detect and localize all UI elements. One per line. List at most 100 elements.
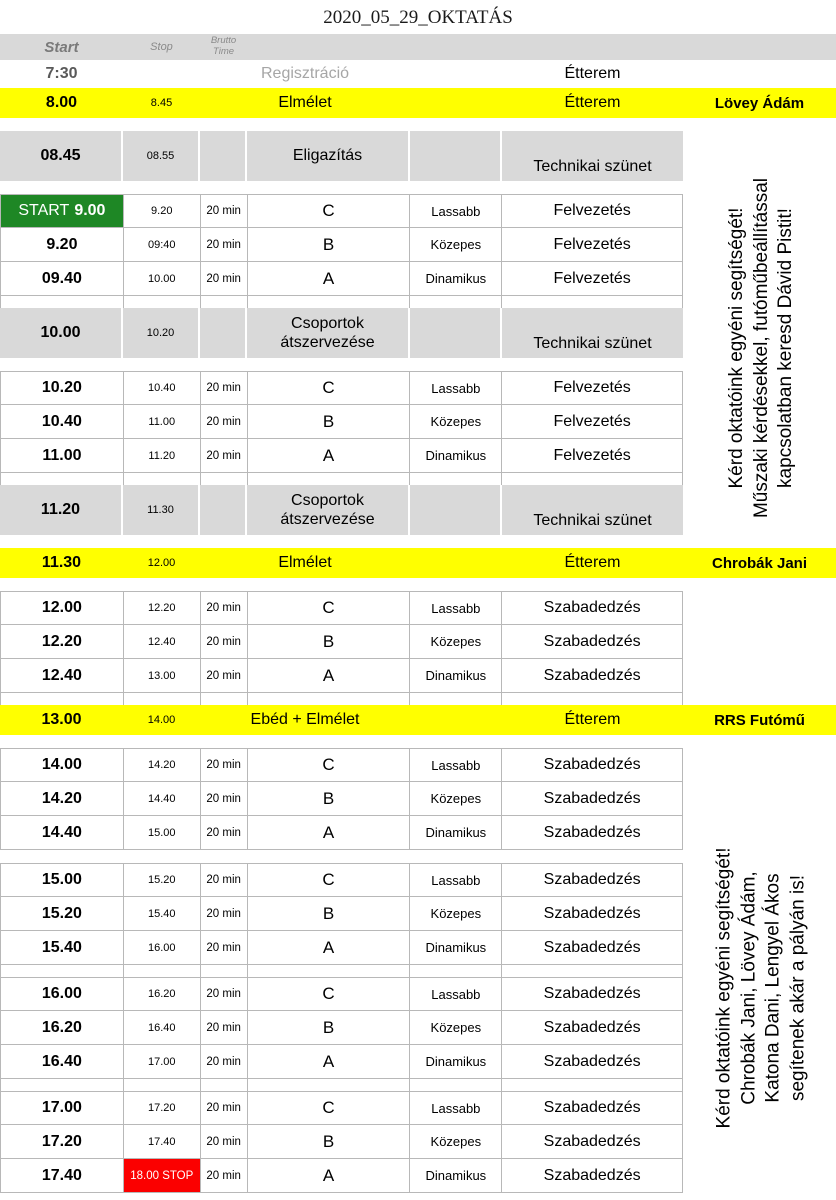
stop-time: 17.40 [123, 1125, 201, 1158]
spacer-cell [200, 965, 248, 977]
pace-cell [410, 705, 502, 735]
stop-time: 08.55 [123, 131, 200, 181]
spacer-cell [1, 965, 124, 977]
start-time-value: 9.00 [74, 202, 106, 219]
row-spacer-bordered [0, 1079, 836, 1091]
session-cells: 09.40 10.00 20 min A Dinamikus Felvezetés [0, 262, 683, 296]
pace-label: Közepes [410, 897, 503, 930]
row-spacer [0, 181, 836, 194]
group-letter: A [247, 439, 411, 472]
stop-time: 16.00 [123, 931, 201, 964]
activity-label: Regisztráció [260, 65, 350, 82]
stop-time: 9.20 [123, 195, 201, 227]
brutto-cell [200, 485, 247, 535]
session-row: 10.20 10.40 20 min C Lassabb Felvezetés [0, 371, 836, 405]
stop-time: 14.20 [123, 749, 201, 781]
stop-time [123, 60, 200, 88]
pace-label: Dinamikus [410, 1045, 503, 1078]
session-cells: 17.40 18.00 STOP 20 min A Dinamikus Szabadedz… [0, 1159, 683, 1193]
row-spacer [0, 358, 836, 371]
pace-label: Lassabb [410, 978, 503, 1010]
session-row: 9.20 09:40 20 min B Közepes Felvezetés [0, 228, 836, 262]
activity-label: Szabadedzés [502, 625, 683, 658]
start-time: 14.40 [1, 816, 124, 849]
pace-label: Közepes [410, 228, 503, 261]
schedule-table: Start Stop Brutto Time 7:30 Regisztráció Étte… [0, 34, 836, 1193]
session-cells: 16.20 16.40 20 min B Közepes Szabadedzés [0, 1011, 683, 1045]
start-time: 11.20 [0, 485, 123, 535]
brutto-time: 20 min [200, 439, 248, 472]
group-letter: C [247, 978, 411, 1010]
stop-time: 15.40 [123, 897, 201, 930]
stop-time: 16.20 [123, 978, 201, 1010]
brutto-time: 20 min [200, 864, 248, 896]
start-time: 09.40 [1, 262, 124, 295]
pace-cell [410, 88, 502, 118]
side-note-line: Műszaki kérdésekkel, futóműbeállítással [750, 177, 772, 519]
stop-time: 17.00 [123, 1045, 201, 1078]
stop-time: 17.20 [123, 1092, 201, 1124]
brutto-time: 20 min [200, 228, 248, 261]
group-letter: A [247, 1045, 411, 1078]
session-row: 17.40 18.00 STOP 20 min A Dinamikus Szabadedz… [0, 1159, 836, 1193]
group-letter: C [247, 372, 411, 404]
brutto-cell [200, 131, 247, 181]
session-cells: 12.00 12.20 20 min C Lassabb Szabadedzés [0, 591, 683, 625]
pace-label: Lassabb [410, 1092, 503, 1124]
group-letter: A [247, 659, 411, 692]
start-time: 9.20 [1, 228, 124, 261]
spacer-cell [123, 965, 201, 977]
brutto-time: 20 min [200, 978, 248, 1010]
stop-time: 15.00 [123, 816, 201, 849]
brutto-cell [200, 308, 247, 358]
spacer-cells [0, 296, 683, 308]
pace-label: Lassabb [410, 592, 503, 624]
spacer-cells [0, 473, 683, 485]
section-break-row: 10.00 10.20 Csoportok átszervezése Technika… [0, 308, 836, 358]
spacer-cell [247, 473, 411, 485]
spacer-cell [502, 473, 683, 485]
break-note: Technikai szünet [502, 485, 683, 535]
activity-label: Felvezetés [502, 372, 683, 404]
session-row: 14.20 14.40 20 min B Közepes Szabadedzés [0, 782, 836, 816]
session-row: 09.40 10.00 20 min A Dinamikus Felvezetés [0, 262, 836, 296]
location-label: Étterem [564, 554, 621, 571]
location-label: Étterem [564, 711, 621, 728]
start-time: 14.00 [1, 749, 124, 781]
activity-label: Felvezetés [502, 228, 683, 261]
session-cells: 15.20 15.40 20 min B Közepes Szabadedzés [0, 897, 683, 931]
spacer-cell [123, 296, 201, 308]
pace-label: Dinamikus [410, 931, 503, 964]
spacer-cell [123, 693, 201, 705]
row-spacer-bordered [0, 296, 836, 308]
stop-time: 11.00 [123, 405, 201, 438]
activity-label: Szabadedzés [502, 897, 683, 930]
spacer-cell [247, 1079, 411, 1091]
group-letter: C [247, 592, 411, 624]
activity-label: Szabadedzés [502, 1045, 683, 1078]
activity-label: Szabadedzés [502, 1092, 683, 1124]
pace-cell [410, 548, 502, 578]
start-time: 12.20 [1, 625, 124, 658]
group-letter: C [247, 749, 411, 781]
break-label: Csoportok átszervezése [247, 308, 410, 358]
spacer-cell [502, 296, 683, 308]
break-note: Technikai szünet [502, 308, 683, 358]
start-time: 16.00 [1, 978, 124, 1010]
name-cell [683, 60, 836, 88]
pace-cell [410, 308, 502, 358]
stop-time: 12.40 [123, 625, 201, 658]
group-letter: B [247, 897, 411, 930]
side-note-line: Katona Dani, Lengyel Ákos [763, 873, 784, 1103]
pace-label: Dinamikus [410, 262, 503, 295]
pace-label: Dinamikus [410, 439, 503, 472]
session-row: 15.00 15.20 20 min C Lassabb Szabadedzés [0, 863, 836, 897]
stop-time-red: 18.00 STOP [123, 1159, 201, 1192]
break-note: Technikai szünet [502, 131, 683, 181]
activity-label: Szabadedzés [502, 816, 683, 849]
start-time: 8.00 [45, 94, 78, 111]
session-row: 12.20 12.40 20 min B Közepes Szabadedzés [0, 625, 836, 659]
brutto-time: 20 min [200, 262, 248, 295]
stop-time: 14.00 [147, 714, 176, 726]
spacer-cell [123, 1079, 201, 1091]
